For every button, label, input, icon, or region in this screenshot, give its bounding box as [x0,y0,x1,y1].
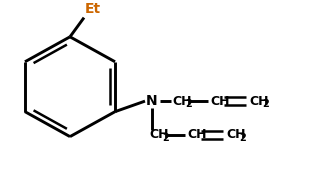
Text: CH: CH [249,95,268,108]
Text: 2: 2 [185,99,192,110]
Text: CH: CH [187,128,206,141]
Text: CH: CH [149,128,169,141]
Text: N: N [146,94,158,108]
Text: CH: CH [226,128,245,141]
Text: CH: CH [210,95,230,108]
Text: 2: 2 [162,133,169,143]
Text: 2: 2 [239,133,246,143]
Text: 2: 2 [262,99,269,110]
Text: CH: CH [172,95,191,108]
Text: Et: Et [85,2,101,16]
